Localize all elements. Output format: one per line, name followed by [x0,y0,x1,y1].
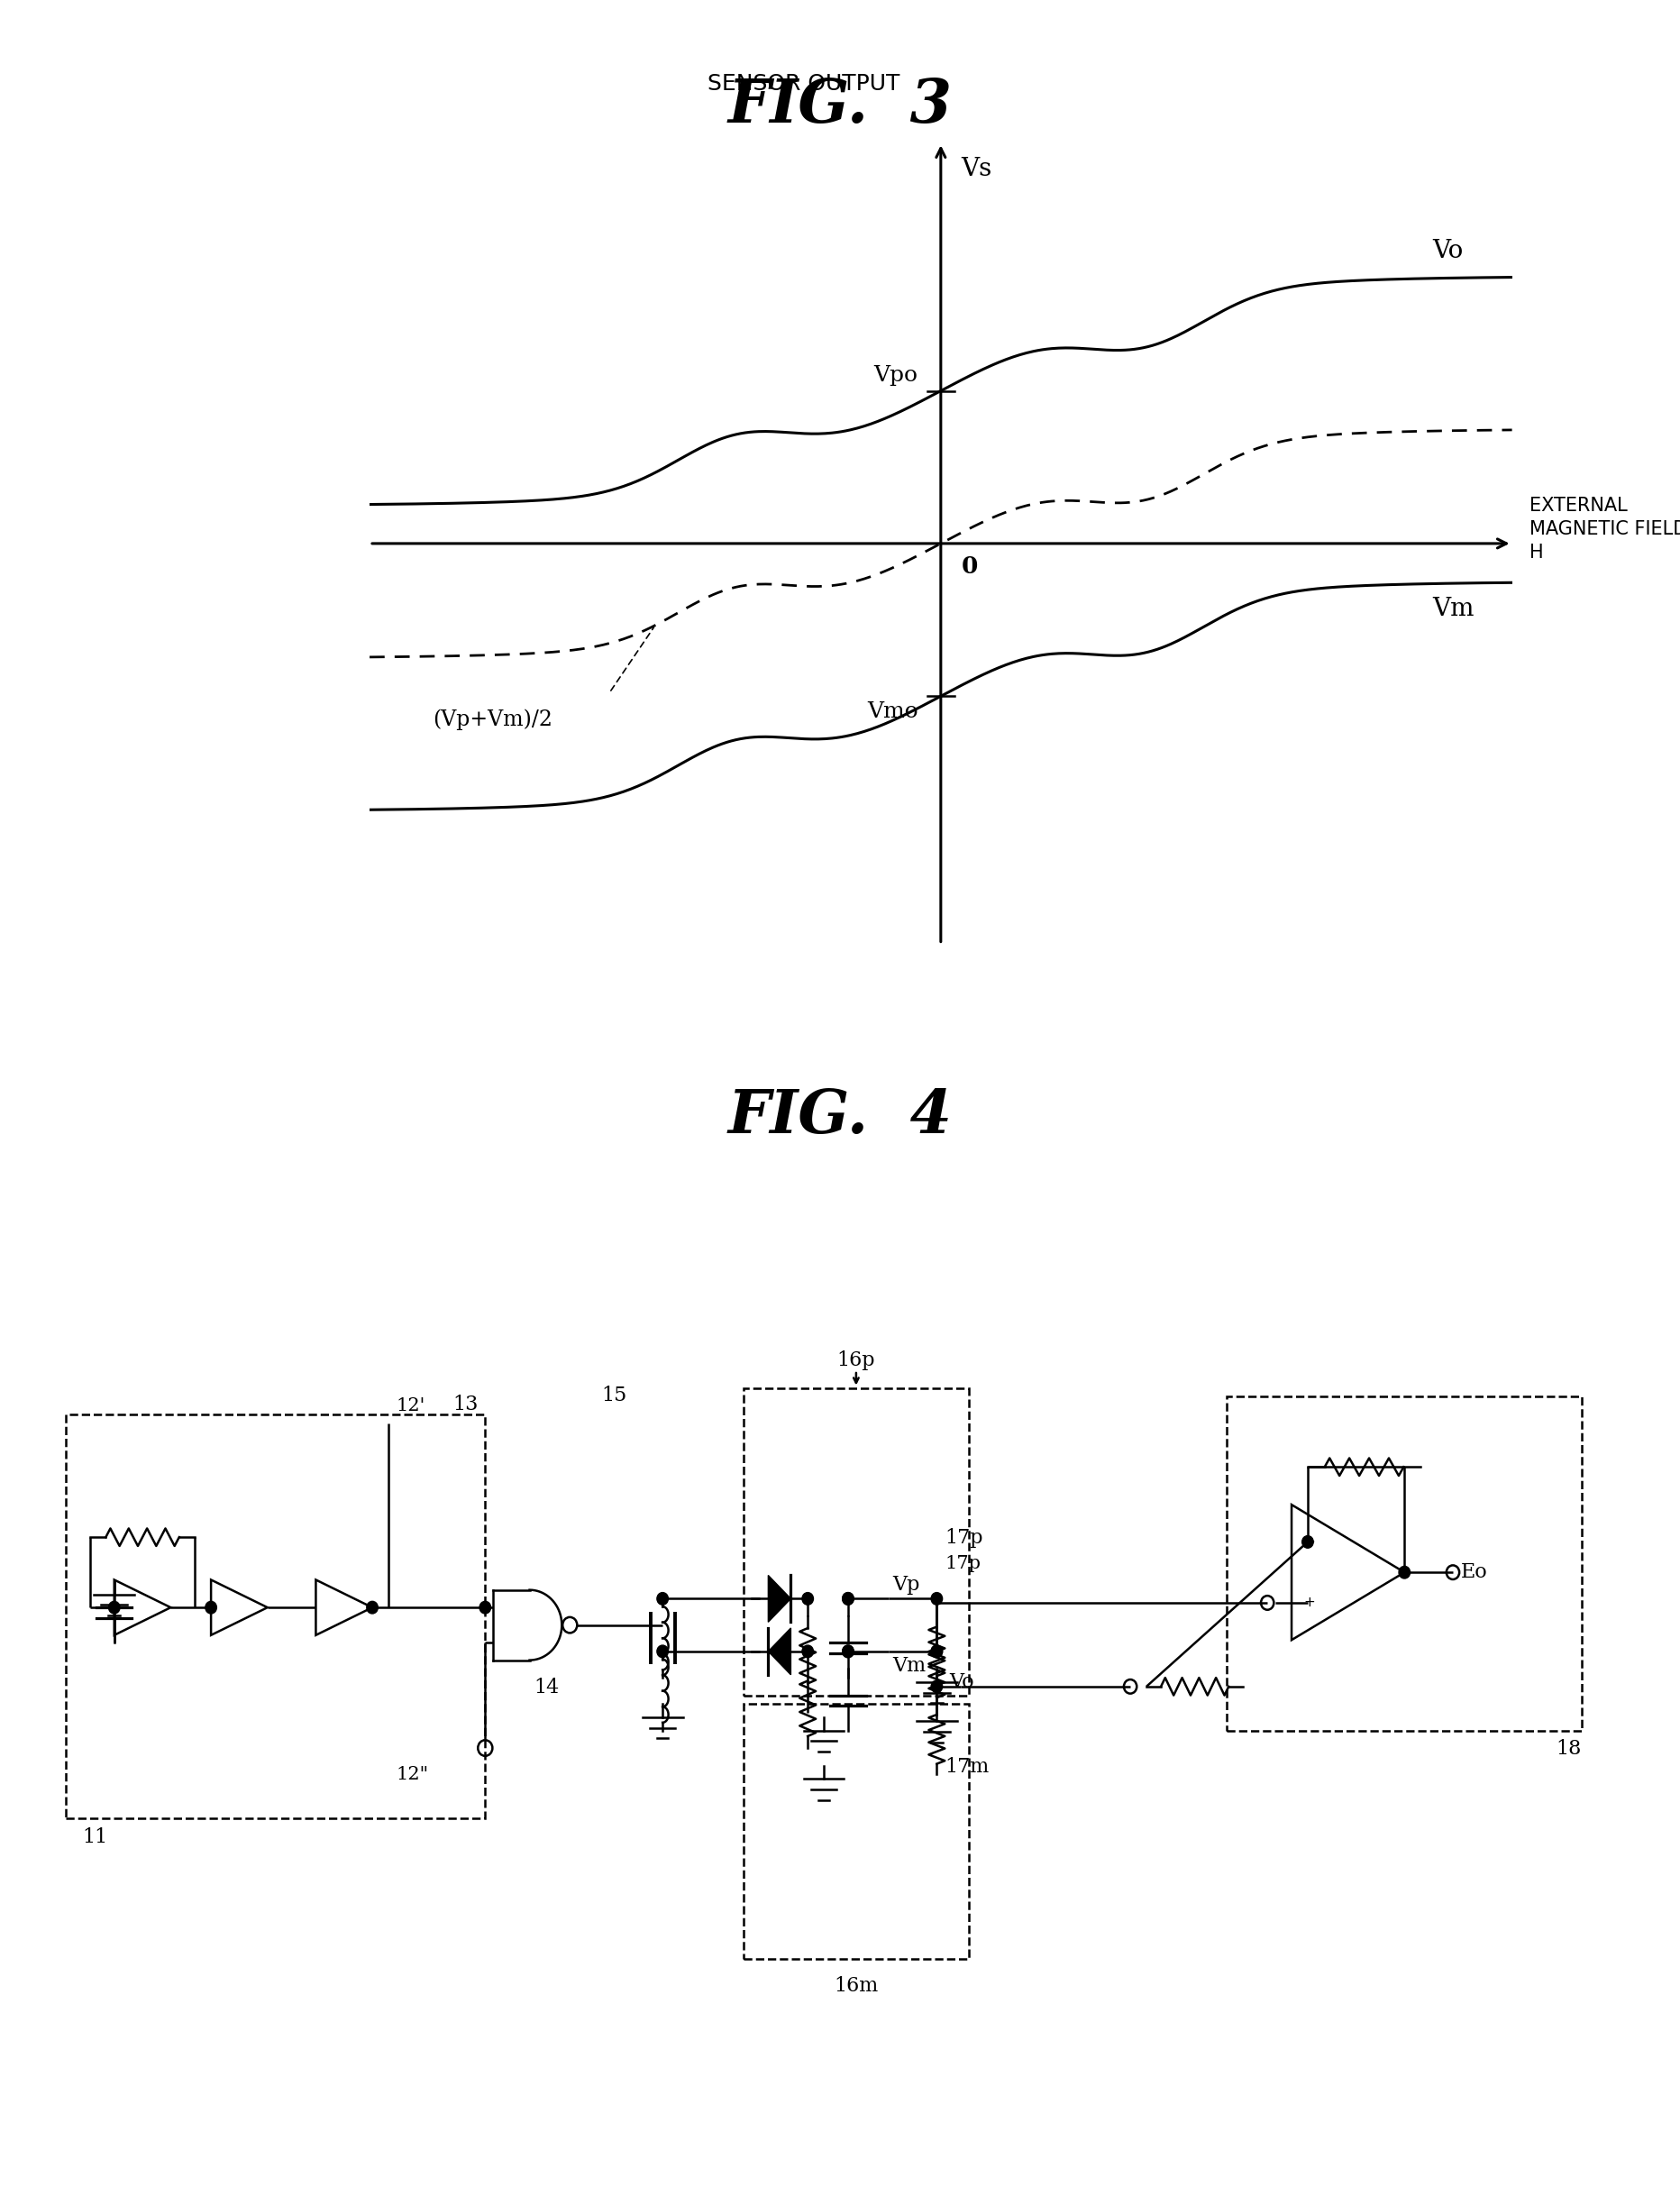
Circle shape [842,1592,853,1605]
Text: 14: 14 [534,1678,559,1698]
Text: Vm: Vm [1431,597,1473,621]
Text: −: − [1304,1535,1315,1548]
Circle shape [931,1645,942,1658]
Text: 12": 12" [396,1766,428,1783]
Text: Eo: Eo [1462,1561,1488,1583]
Circle shape [931,1680,942,1693]
Polygon shape [768,1627,791,1676]
Text: Vpo: Vpo [874,365,917,386]
Circle shape [109,1601,119,1614]
Circle shape [801,1592,813,1605]
Text: 0: 0 [961,556,978,578]
Text: 17p: 17p [944,1528,983,1548]
Circle shape [842,1592,853,1605]
Text: Vp: Vp [892,1575,919,1594]
Circle shape [842,1645,853,1658]
Text: FIG.  3: FIG. 3 [727,77,953,136]
Circle shape [1399,1566,1410,1579]
Circle shape [479,1601,491,1614]
Polygon shape [768,1575,791,1623]
Text: (Vp+Vm)/2: (Vp+Vm)/2 [432,709,553,729]
Text: Vo: Vo [949,1671,974,1693]
Text: 16m: 16m [833,1976,879,1996]
Circle shape [842,1645,853,1658]
Text: 13: 13 [454,1394,479,1414]
Circle shape [205,1601,217,1614]
Text: +: + [1304,1596,1315,1610]
Text: 16p: 16p [837,1351,875,1370]
Text: Vs: Vs [961,158,993,182]
Bar [66,1414,486,1818]
Text: Vm: Vm [892,1656,926,1676]
Bar [1226,1397,1583,1730]
Text: FIG.  4: FIG. 4 [727,1087,953,1146]
Text: 17p: 17p [944,1555,981,1572]
Text: EXTERNAL
MAGNETIC FIELD
H: EXTERNAL MAGNETIC FIELD H [1529,496,1680,562]
Text: SENSOR OUTPUT: SENSOR OUTPUT [707,72,900,94]
Circle shape [801,1645,813,1658]
Text: Vmo: Vmo [867,701,917,722]
Circle shape [931,1592,942,1605]
Text: 17m: 17m [944,1757,990,1777]
Circle shape [657,1592,669,1605]
Text: Vo: Vo [1431,239,1463,264]
Bar [743,1704,969,1959]
Circle shape [931,1645,942,1658]
Text: 12': 12' [396,1397,425,1414]
Text: 11: 11 [82,1827,108,1847]
Circle shape [1302,1535,1314,1548]
Text: 18: 18 [1556,1739,1583,1759]
Text: 15: 15 [601,1386,627,1405]
Circle shape [657,1645,669,1658]
Bar [743,1388,969,1695]
Circle shape [366,1601,378,1614]
